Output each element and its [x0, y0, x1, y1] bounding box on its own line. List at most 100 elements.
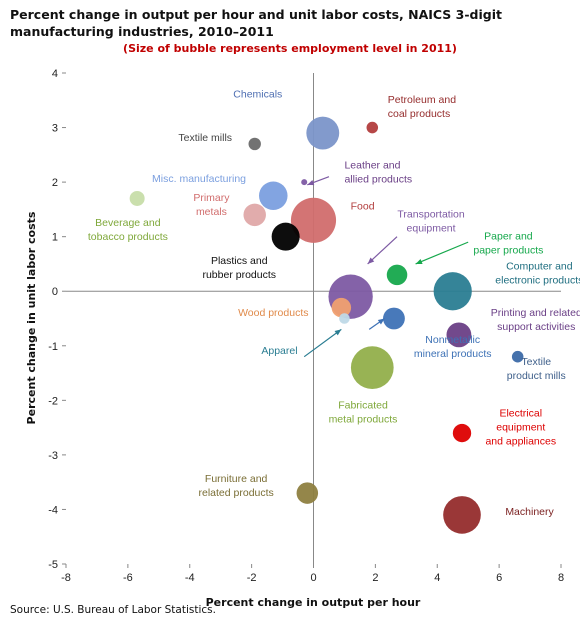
- y-tick-label: -1: [48, 341, 58, 353]
- bubble-label-line: equipment: [496, 422, 545, 434]
- y-axis-label: Percent change in unit labor costs: [25, 211, 38, 424]
- bubble-label: Wood products: [238, 307, 308, 319]
- bubble-label: Furniture and related products: [199, 473, 274, 499]
- bubble-label-line: Food: [351, 200, 375, 212]
- bubble-label: Misc. manufacturing: [152, 173, 246, 185]
- bubble-label-line: Textile mills: [178, 132, 232, 144]
- leader-arrowhead: [377, 318, 385, 325]
- bubble-label-line: Plastics and: [211, 255, 268, 267]
- bubble-chemicals: [306, 116, 340, 150]
- chart-subtitle: (Size of bubble represents employment le…: [123, 42, 457, 55]
- bubble-label-line: Leather and: [344, 159, 400, 171]
- bubble-label: Paper and paper products: [473, 230, 543, 256]
- bubble-label: Transportation equipment: [397, 209, 464, 235]
- y-tick-label: 4: [52, 68, 58, 80]
- bubble-fabricated-metal-products: [350, 346, 394, 389]
- bubble-label: Primary metals: [193, 192, 230, 218]
- bubble-label-line: Printing and related: [491, 307, 580, 319]
- leader-line: [303, 328, 342, 358]
- bubble-food: [290, 197, 337, 243]
- x-tick-label: 4: [434, 572, 440, 584]
- bubble-label: Electrical equipment and appliances: [485, 408, 556, 448]
- bubble-label-line: Furniture and: [205, 473, 268, 485]
- bubble-plastics-and-rubber-products: [271, 222, 300, 251]
- bubble-label-line: metal products: [329, 414, 398, 426]
- y-tick-label: 3: [52, 123, 58, 135]
- bubble-electrical-equipment-and-appliances: [452, 423, 472, 443]
- leader-arrowhead: [307, 180, 315, 186]
- bubble-label: Fabricated metal products: [329, 400, 398, 426]
- bubble-textile-mills: [248, 137, 261, 151]
- bubble-label-line: allied products: [344, 173, 412, 185]
- bubble-label-line: equipment: [407, 223, 456, 235]
- bubble-label-line: Computer and: [506, 260, 573, 272]
- leader-arrowhead: [415, 258, 423, 264]
- bubble-label-line: Textile: [521, 356, 551, 368]
- x-tick-label: 6: [496, 572, 502, 584]
- bubble-wood-products: [331, 297, 352, 318]
- leader-arrowhead: [367, 257, 375, 264]
- bubble-label-line: coal products: [388, 108, 450, 120]
- bubble-label-line: electronic products: [495, 274, 580, 286]
- bubble-label-line: Paper and: [484, 230, 533, 242]
- bubble-label: Nonmetallic mineral products: [414, 334, 492, 360]
- bubble-paper-and-paper-products: [386, 264, 408, 286]
- y-tick-label: 1: [52, 232, 58, 244]
- y-tick-label: -4: [48, 504, 58, 516]
- y-tick-label: -3: [48, 450, 58, 462]
- bubble-apparel: [339, 313, 350, 324]
- x-tick-label: 2: [372, 572, 378, 584]
- bubble-label: Beverage and tobacco products: [88, 217, 168, 243]
- bubble-label-line: Electrical: [499, 408, 542, 420]
- bubble-label: Plastics and rubber products: [202, 255, 276, 281]
- bubble-label-line: mineral products: [414, 348, 492, 360]
- bubble-label-line: Beverage and: [95, 217, 161, 229]
- y-tick-label: -5: [48, 559, 58, 571]
- bubble-beverage-and-tobacco-products: [129, 190, 145, 206]
- bubble-label: Textile mills: [178, 132, 232, 144]
- x-tick-label: -2: [247, 572, 257, 584]
- bubble-label-line: Transportation: [397, 209, 464, 221]
- x-tick-label: -4: [185, 572, 195, 584]
- bubble-label-line: paper products: [473, 244, 543, 256]
- plot-area: 4 3 2 1 0 -1 -2 -3 -4 -5-8 -6 -4 -2 0 2 4 6 8 Chemicals Tex…: [48, 68, 580, 584]
- source-note: Source: U.S. Bureau of Labor Statistics.: [10, 604, 216, 616]
- bubble-label-line: Primary: [193, 192, 230, 204]
- bubble-label-line: Machinery: [505, 506, 554, 518]
- bubble-label: Apparel: [261, 345, 297, 357]
- bubble-label-line: Chemicals: [233, 89, 282, 101]
- bubble-label: Printing and related support activities: [491, 307, 580, 333]
- leader-arrowhead: [334, 329, 342, 336]
- bubble-label-line: Fabricated: [338, 400, 388, 412]
- bubble-label-line: Wood products: [238, 307, 308, 319]
- chart-title: Percent change in output per hour and un…: [10, 7, 502, 39]
- bubble-leather-and-allied-products: [301, 179, 308, 186]
- bubble-label-line: product mills: [507, 370, 566, 382]
- bubble-label-line: related products: [199, 487, 274, 499]
- bubble-primary-metals: [243, 203, 266, 227]
- bubble-label-line: Nonmetallic: [425, 334, 480, 346]
- bubble-textile-product-mills: [511, 350, 524, 363]
- bubble-label: Machinery: [505, 506, 554, 518]
- bubble-label: Leather and allied products: [344, 159, 412, 185]
- leader-line: [367, 236, 398, 265]
- bubble-label-line: Apparel: [261, 345, 297, 357]
- bubble-label-line: Petroleum and: [388, 94, 456, 106]
- bubble-label-line: Misc. manufacturing: [152, 173, 246, 185]
- leader-line: [415, 241, 469, 265]
- bubble-petroleum-and-coal-products: [366, 121, 379, 134]
- bubble-label-line: and appliances: [485, 436, 556, 448]
- bubble-label: Petroleum and coal products: [388, 94, 456, 120]
- x-tick-label: -6: [123, 572, 133, 584]
- bubble-label-line: tobacco products: [88, 231, 168, 243]
- x-tick-label: 8: [558, 572, 564, 584]
- bubble-furniture-and-related-products: [296, 482, 319, 504]
- bubble-printing-and-related-support-activities: [446, 322, 472, 348]
- bubble-misc-manufacturing: [259, 181, 288, 211]
- bubble-computer-and-electronic-products: [433, 272, 472, 311]
- bubble-label: Textile product mills: [507, 356, 566, 382]
- x-axis-label: Percent change in output per hour: [206, 596, 421, 609]
- bubble-machinery: [443, 496, 481, 534]
- bubble-label: Food: [351, 200, 375, 212]
